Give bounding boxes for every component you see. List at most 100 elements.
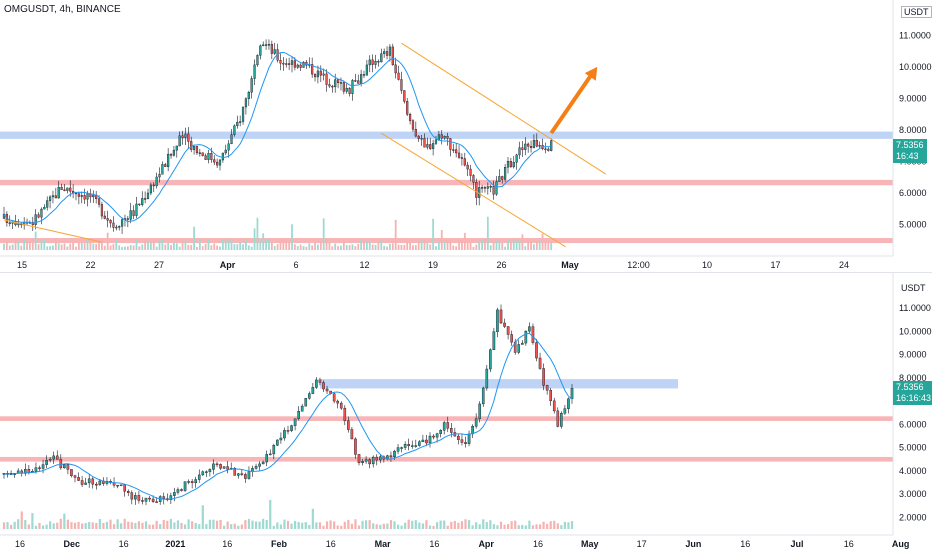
volume-bar: [406, 238, 409, 250]
volume-bar: [77, 242, 80, 250]
top-price-chart[interactable]: 11.000010.00009.00008.00007.00006.00005.…: [0, 0, 932, 272]
y-tick-label: 6.0000: [899, 419, 927, 429]
top-zones: [0, 131, 893, 244]
top-y-axis: 11.000010.00009.00008.00007.00006.00005.…: [899, 30, 932, 229]
candle: [66, 464, 70, 470]
x-tick-label: 16: [429, 539, 439, 549]
volume-bar: [322, 525, 325, 529]
candle: [282, 62, 285, 65]
volume-bar: [262, 518, 265, 529]
volume-bar: [486, 216, 489, 250]
volume-bar: [137, 521, 140, 529]
volume-bar: [567, 522, 570, 529]
volume-bar: [31, 239, 34, 250]
candle: [446, 135, 449, 139]
volume-bar: [80, 242, 83, 250]
volume-bar: [457, 522, 460, 529]
candle: [492, 331, 496, 350]
candle: [40, 208, 43, 218]
volume-bar: [52, 523, 55, 529]
candle: [354, 438, 357, 455]
volume-bar: [173, 242, 175, 250]
volume-bar: [152, 524, 155, 529]
volume-bar: [138, 246, 141, 250]
candle: [141, 500, 144, 502]
volume-bar: [521, 234, 524, 250]
candle: [496, 309, 499, 332]
volume-bar: [152, 241, 155, 250]
bottom-price-timer: 16:16:43: [896, 393, 932, 403]
candle: [41, 464, 45, 469]
volume-bar: [443, 241, 446, 250]
candle: [492, 186, 495, 195]
volume-bar: [161, 239, 164, 250]
candle: [417, 135, 420, 139]
candle: [343, 407, 347, 421]
volume-bar: [127, 521, 130, 529]
candle: [155, 501, 158, 503]
top-unit-badge[interactable]: USDT: [901, 6, 932, 18]
bottom-volume-bars: [2, 499, 574, 529]
candle: [403, 444, 407, 448]
top-chart-panel[interactable]: OMGUSDT, 4h, BINANCE USDT 11.0000 10.0000…: [0, 0, 932, 272]
volume-bar: [478, 241, 481, 250]
volume-bar: [325, 521, 329, 529]
volume-bar: [14, 239, 17, 250]
candle: [195, 146, 199, 154]
candle: [230, 134, 233, 145]
volume-bar: [178, 246, 181, 250]
volume-bar: [411, 520, 414, 529]
bottom-chart-panel[interactable]: USDT 11.000010.00009.00008.00007.00006.0…: [0, 272, 932, 551]
resistance-zone: [0, 131, 893, 139]
volume-bar: [535, 524, 538, 529]
volume-bar: [455, 246, 458, 250]
candle: [94, 483, 98, 486]
candle: [457, 435, 460, 440]
volume-bar: [167, 242, 170, 250]
volume-bar: [334, 243, 337, 250]
volume-bar: [265, 520, 268, 529]
volume-bar: [475, 522, 478, 529]
volume-bar: [304, 522, 307, 529]
candle: [443, 135, 446, 139]
volume-bar: [227, 240, 230, 250]
volume-bar: [194, 522, 197, 529]
volume-bar: [86, 239, 89, 250]
candle: [423, 138, 426, 148]
bottom-candles: [2, 304, 574, 506]
volume-bar: [6, 522, 9, 529]
volume-bar: [446, 240, 449, 250]
x-tick-label: 17: [770, 260, 780, 270]
x-tick-label: Apr: [220, 260, 236, 270]
candle: [322, 73, 325, 76]
volume-bar: [361, 520, 364, 529]
volume-bar: [66, 246, 69, 250]
candle: [464, 442, 467, 444]
candle: [350, 429, 354, 440]
candle: [521, 342, 524, 345]
volume-bar: [148, 524, 151, 529]
volume-bar: [84, 523, 87, 529]
candle: [181, 135, 184, 138]
candle: [173, 492, 176, 496]
volume-bar: [357, 243, 360, 250]
candle: [469, 168, 472, 176]
volume-bar: [393, 521, 396, 529]
volume-bar: [379, 524, 382, 529]
volume-bar: [328, 241, 331, 250]
candle: [146, 192, 150, 199]
candle: [396, 447, 400, 452]
candle: [60, 187, 63, 191]
bottom-price-chart[interactable]: 11.000010.00009.00008.00007.00006.00005.…: [0, 273, 932, 551]
volume-bar: [230, 239, 233, 250]
candle: [98, 480, 102, 485]
volume-bar: [380, 240, 383, 250]
candle: [219, 464, 222, 469]
candle: [204, 155, 207, 160]
volume-bar: [560, 525, 563, 529]
volume-bar: [492, 524, 495, 529]
volume-bar: [59, 518, 62, 529]
volume-bar: [13, 521, 16, 529]
volume-bar: [418, 522, 421, 529]
candle: [485, 368, 489, 389]
